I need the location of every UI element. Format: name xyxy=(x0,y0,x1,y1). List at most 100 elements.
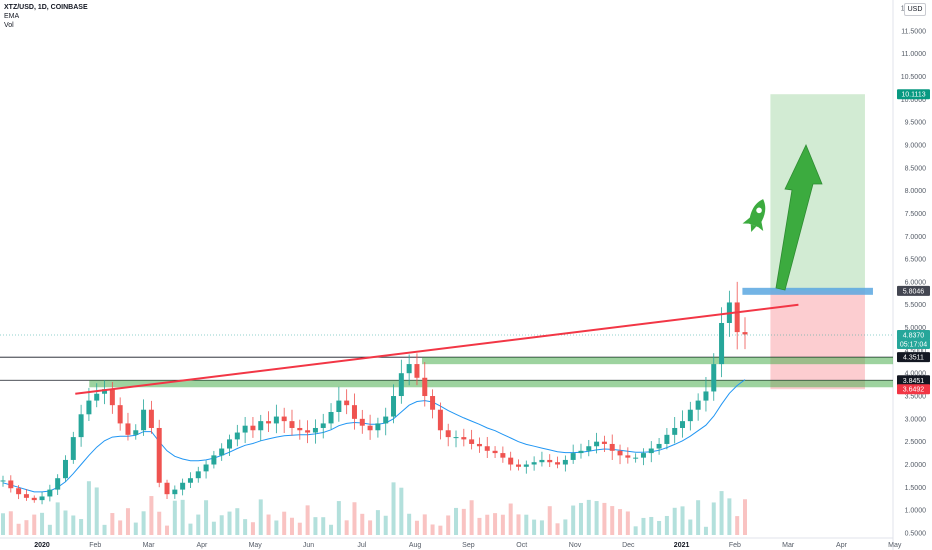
volume-bar xyxy=(196,514,201,535)
volume-bar xyxy=(610,506,615,535)
volume-bar xyxy=(258,499,263,535)
candle-body xyxy=(742,332,748,335)
x-tick-label: 2021 xyxy=(674,542,690,549)
candle-body xyxy=(398,373,404,397)
volume-bar xyxy=(32,514,37,535)
volume-bar xyxy=(24,520,29,535)
volume-bar xyxy=(602,502,607,535)
volume-bar xyxy=(180,499,185,535)
y-tick-label: 2.0000 xyxy=(905,462,927,469)
y-tick-label: 11.0000 xyxy=(901,51,926,58)
volume-bar xyxy=(493,513,498,535)
price-label-text: 3.6492 xyxy=(903,387,925,394)
volume-bar xyxy=(594,501,599,535)
volume-bar xyxy=(422,514,427,535)
y-tick-label: 9.5000 xyxy=(905,120,927,127)
volume-bar xyxy=(469,500,474,535)
volume-bar xyxy=(672,507,677,535)
symbol-title[interactable]: XTZ/USD, 1D, COINBASE xyxy=(4,4,88,11)
x-tick-label: Aug xyxy=(409,542,422,549)
candle-body xyxy=(531,462,537,465)
candle-body xyxy=(414,364,420,378)
candle-body xyxy=(695,400,701,410)
x-tick-label: Jul xyxy=(357,542,366,549)
rocket-fin-left xyxy=(742,216,752,224)
candle-body xyxy=(227,439,233,449)
candle-body xyxy=(547,459,553,463)
target-arrow-icon xyxy=(775,144,823,291)
candle-body xyxy=(336,400,342,413)
volume-bar xyxy=(141,511,146,535)
currency-badge[interactable]: USD xyxy=(904,3,926,16)
x-tick-label: Apr xyxy=(836,542,848,549)
candle-body xyxy=(281,416,287,422)
volume-bar xyxy=(219,515,224,535)
volume-bar xyxy=(149,496,154,535)
volume-bar xyxy=(204,500,209,535)
candle-body xyxy=(320,423,326,428)
candle-body xyxy=(328,412,334,424)
volume-bar xyxy=(321,517,326,535)
candle-body xyxy=(62,459,68,479)
candle-body xyxy=(609,443,615,451)
y-tick-label: 11.5000 xyxy=(901,28,926,35)
volume-bar xyxy=(375,510,380,535)
resistance-trendline xyxy=(75,303,799,395)
volume-bar xyxy=(383,515,388,535)
candle-body xyxy=(391,396,397,417)
candle-body xyxy=(133,430,139,435)
ema-legend[interactable]: EMA xyxy=(4,13,20,20)
candle-body xyxy=(312,427,318,433)
candle-body xyxy=(476,443,482,447)
candle-body xyxy=(492,450,498,454)
x-tick-label: Mar xyxy=(782,542,795,549)
price-label-bg xyxy=(897,89,930,100)
volume-bar xyxy=(711,502,716,535)
volume-bar xyxy=(243,519,248,535)
volume-bar xyxy=(625,511,630,535)
candle-body xyxy=(273,416,279,424)
volume-bar xyxy=(266,514,271,535)
y-tick-label: 5.0000 xyxy=(905,325,927,332)
candle-body xyxy=(711,364,717,392)
y-tick-label: 3.5000 xyxy=(905,394,927,401)
candle-body xyxy=(211,455,217,465)
volume-bar xyxy=(297,522,302,535)
volume-bar xyxy=(641,517,646,535)
x-tick-label: Mar xyxy=(143,542,156,549)
volume-bar xyxy=(274,520,279,535)
candle-body xyxy=(383,416,389,424)
candle-body xyxy=(469,439,475,444)
y-tick-label: 0.5000 xyxy=(905,530,927,537)
volume-bar xyxy=(555,523,560,535)
candle-body xyxy=(680,421,686,428)
price-label-bg xyxy=(897,329,930,340)
candle-body xyxy=(625,455,631,458)
volume-bar xyxy=(414,520,419,535)
volume-bar xyxy=(735,516,740,535)
candle-body xyxy=(164,482,170,495)
candle-body xyxy=(719,322,725,365)
volume-bar xyxy=(118,520,123,535)
volume-bar xyxy=(446,515,451,535)
volume-bar xyxy=(649,516,654,535)
volume-bar xyxy=(235,508,240,535)
y-tick-label: 6.5000 xyxy=(905,257,927,264)
candle-body xyxy=(703,391,709,401)
candle-body xyxy=(406,364,412,374)
volume-bar xyxy=(516,514,521,535)
y-tick-label: 5.5000 xyxy=(905,302,927,309)
volume-bar xyxy=(211,521,216,535)
candle-body xyxy=(500,453,506,458)
volume-bar xyxy=(71,515,76,535)
volume-bar xyxy=(329,524,334,535)
vol-legend[interactable]: Vol xyxy=(4,22,14,29)
volume-bar xyxy=(157,511,162,535)
y-tick-label: 7.0000 xyxy=(905,234,927,241)
candle-body xyxy=(344,400,350,406)
volume-bar xyxy=(727,498,732,535)
candle-body xyxy=(23,494,29,498)
volume-bar xyxy=(289,517,294,535)
volume-bar xyxy=(16,523,21,535)
